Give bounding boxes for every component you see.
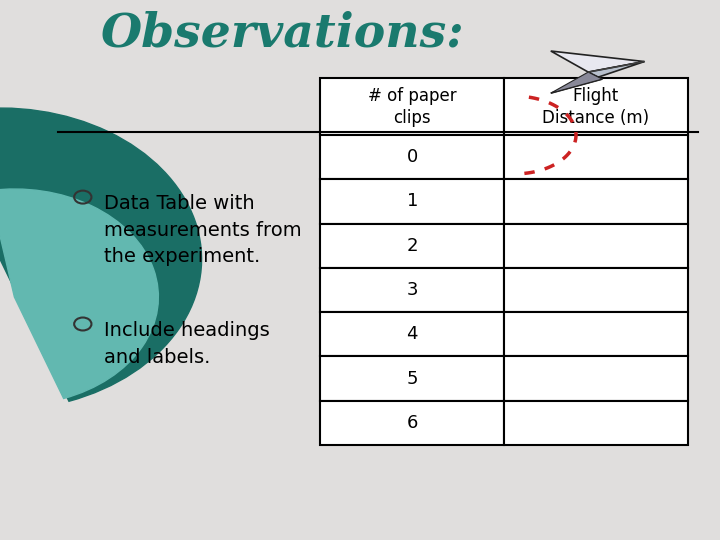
- Wedge shape: [0, 108, 202, 401]
- Text: # of paper
clips: # of paper clips: [368, 86, 456, 127]
- Bar: [320, 268, 504, 312]
- Text: Include headings
and labels.: Include headings and labels.: [104, 321, 270, 367]
- Bar: [504, 224, 688, 268]
- Polygon shape: [551, 62, 644, 93]
- Polygon shape: [551, 72, 602, 93]
- Bar: [504, 268, 688, 312]
- Polygon shape: [551, 51, 644, 72]
- Text: 3: 3: [407, 281, 418, 299]
- Wedge shape: [0, 189, 158, 399]
- Bar: [320, 356, 504, 401]
- Bar: [504, 356, 688, 401]
- Bar: [504, 312, 688, 356]
- Text: 1: 1: [407, 192, 418, 211]
- Bar: [320, 401, 504, 445]
- Text: 6: 6: [407, 414, 418, 432]
- Bar: [504, 179, 688, 224]
- Text: Flight
Distance (m): Flight Distance (m): [542, 86, 649, 127]
- Text: Observations:: Observations:: [101, 11, 464, 57]
- Bar: [504, 135, 688, 179]
- Text: 5: 5: [407, 369, 418, 388]
- Text: Data Table with
measurements from
the experiment.: Data Table with measurements from the ex…: [104, 194, 302, 266]
- Text: 4: 4: [407, 325, 418, 343]
- Bar: [320, 135, 504, 179]
- Bar: [320, 224, 504, 268]
- Text: 0: 0: [407, 148, 418, 166]
- Bar: [320, 78, 504, 135]
- Bar: [320, 312, 504, 356]
- Text: 2: 2: [407, 237, 418, 255]
- Bar: [504, 401, 688, 445]
- Bar: [504, 78, 688, 135]
- Bar: [320, 179, 504, 224]
